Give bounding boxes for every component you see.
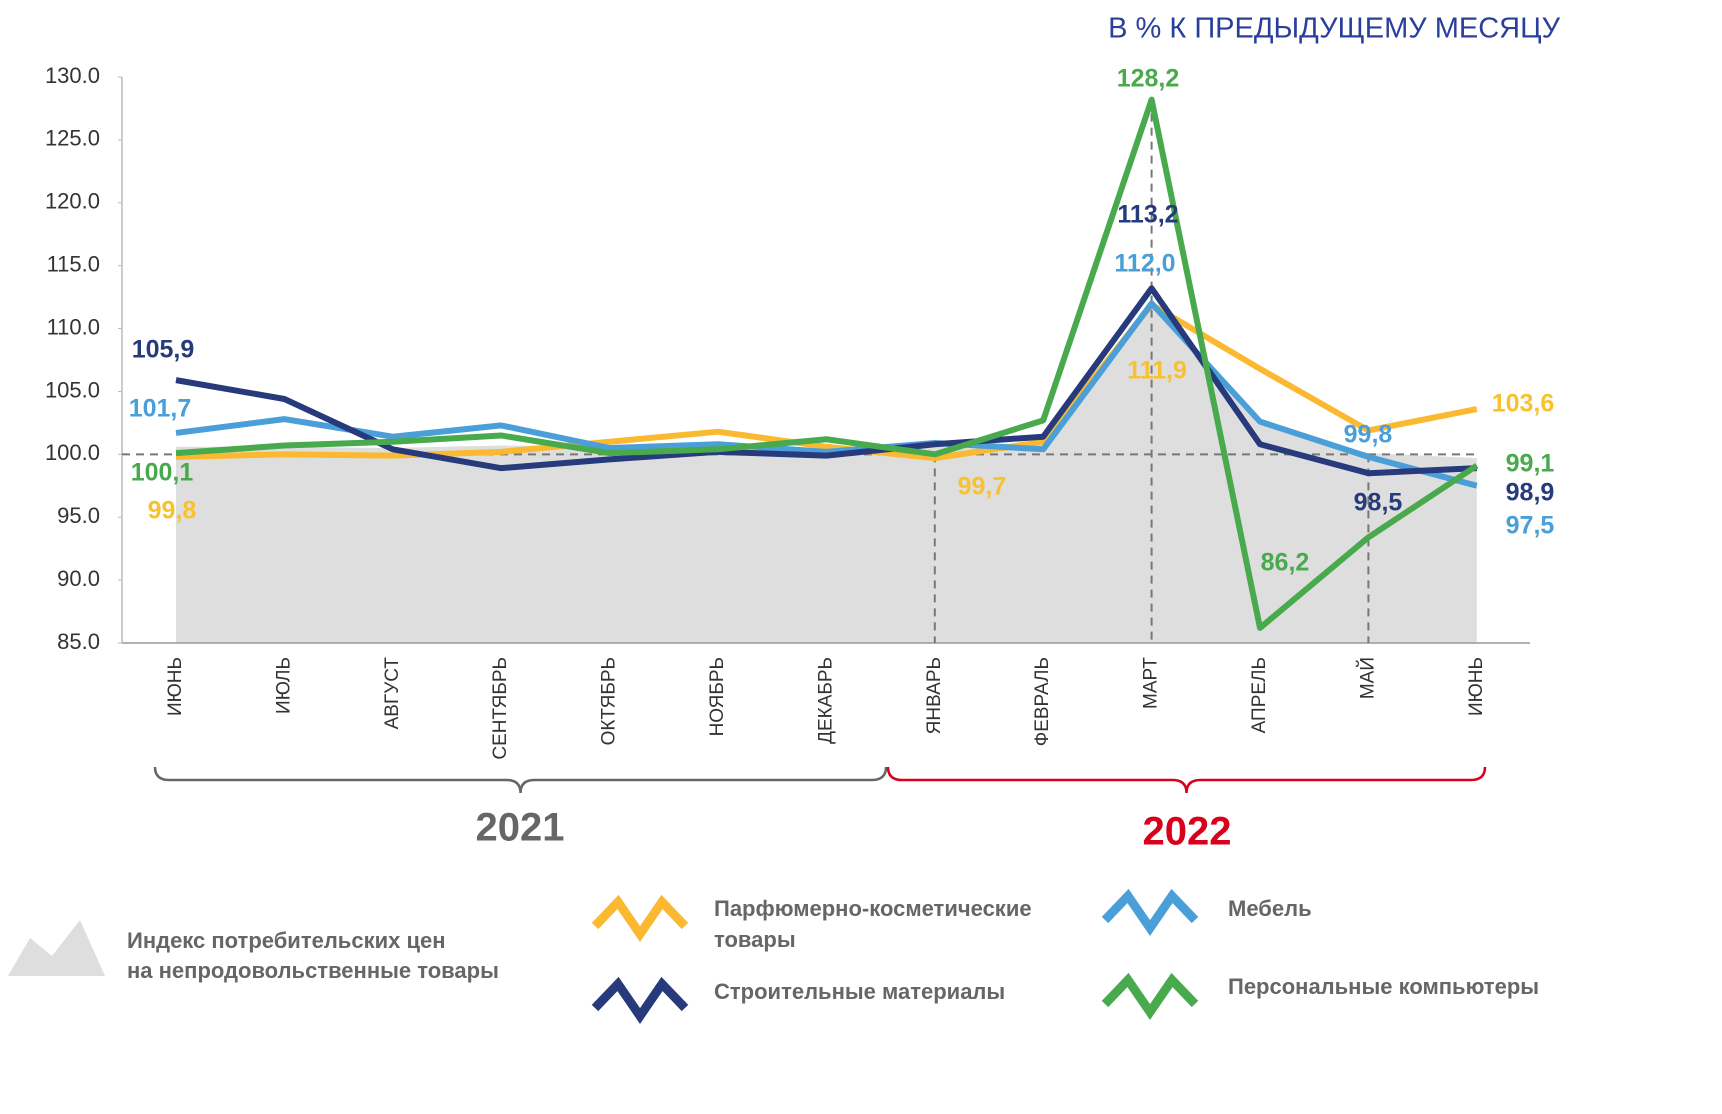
value-label: 99,7: [958, 473, 1007, 501]
value-label: 86,2: [1261, 549, 1310, 577]
value-label: 100,1: [131, 459, 194, 487]
y-tick-label: 125.0: [45, 126, 100, 151]
value-label: 113,2: [1117, 201, 1178, 229]
legend-area-icon: [8, 920, 105, 976]
legend-label: Строительные материалы: [714, 979, 1005, 1004]
y-tick-label: 115.0: [47, 251, 100, 276]
value-label: 97,5: [1506, 512, 1555, 540]
legend-label-line: Индекс потребительских цен: [127, 928, 446, 953]
series-line: [175, 301, 1478, 462]
value-label: 103,6: [1492, 390, 1555, 418]
value-label: 99,1: [1506, 450, 1555, 478]
cpi-area: [176, 307, 1477, 643]
series-line: [175, 96, 1479, 631]
y-tick-label: 85.0: [57, 629, 100, 654]
x-tick-label: АПРЕЛЬ: [1249, 657, 1270, 733]
legend-line-icon: [591, 976, 689, 1024]
x-tick-label: НОЯБРЬ: [707, 657, 728, 736]
year-label: 2021: [476, 806, 565, 850]
x-tick-label: ИЮНЬ: [1466, 657, 1487, 716]
y-tick-label: 100.0: [45, 440, 100, 465]
x-tick-label: АВГУСТ: [382, 657, 403, 730]
value-label: 111,9: [1127, 357, 1187, 385]
legend-line-icon: [1101, 972, 1199, 1020]
legend-line-icon: [1101, 888, 1199, 936]
x-tick-label: МАЙ: [1356, 657, 1378, 699]
x-tick-label: ФЕВРАЛЬ: [1032, 657, 1053, 746]
y-tick-label: 120.0: [45, 189, 100, 214]
y-tick-label: 130.0: [45, 63, 100, 88]
value-label: 128,2: [1117, 65, 1180, 93]
x-tick-label: СЕНТЯБРЬ: [490, 657, 511, 760]
series-line: [175, 300, 1478, 489]
value-label: 98,9: [1506, 479, 1555, 507]
value-label: 112,0: [1114, 250, 1175, 278]
legend-label: Парфюмерно-косметические товары: [714, 896, 1032, 952]
x-tick-label: МАРТ: [1141, 657, 1162, 709]
legend-label: Мебель: [1228, 896, 1312, 921]
chart-title: В % К ПРЕДЫДУЩЕМУ МЕСЯЦУ: [1108, 13, 1560, 45]
y-tick-label: 110.0: [47, 314, 100, 339]
y-tick-label: 95.0: [57, 503, 100, 528]
legend-label-line: на непродовольственные товары: [127, 958, 499, 983]
legend-label: Персональные компьютеры: [1228, 974, 1539, 999]
x-tick-label: ОКТЯБРЬ: [599, 657, 620, 745]
x-tick-label: ЯНВАРЬ: [924, 657, 945, 734]
legend-label-line: товары: [714, 927, 796, 952]
x-tick-label: ДЕКАБРЬ: [815, 657, 836, 744]
y-tick-label: 90.0: [57, 566, 100, 591]
legend-label-line: Парфюмерно-косметические: [714, 896, 1032, 921]
value-label: 99,8: [148, 497, 197, 525]
value-label: 105,9: [132, 336, 195, 364]
y-tick-label: 105.0: [45, 377, 100, 402]
value-label: 99,8: [1344, 421, 1393, 449]
year-bracket: [153, 766, 888, 794]
year-bracket: [886, 766, 1487, 794]
x-tick-label: ИЮНЬ: [165, 657, 186, 716]
legend-line-icon: [591, 894, 689, 942]
value-label: 98,5: [1354, 489, 1403, 517]
year-label: 2022: [1143, 810, 1232, 854]
value-label: 101,7: [129, 395, 192, 423]
series-line: [175, 285, 1477, 477]
x-tick-label: ИЮЛЬ: [273, 657, 294, 714]
legend-label: Индекс потребительских цен на непродоволь…: [127, 928, 499, 983]
